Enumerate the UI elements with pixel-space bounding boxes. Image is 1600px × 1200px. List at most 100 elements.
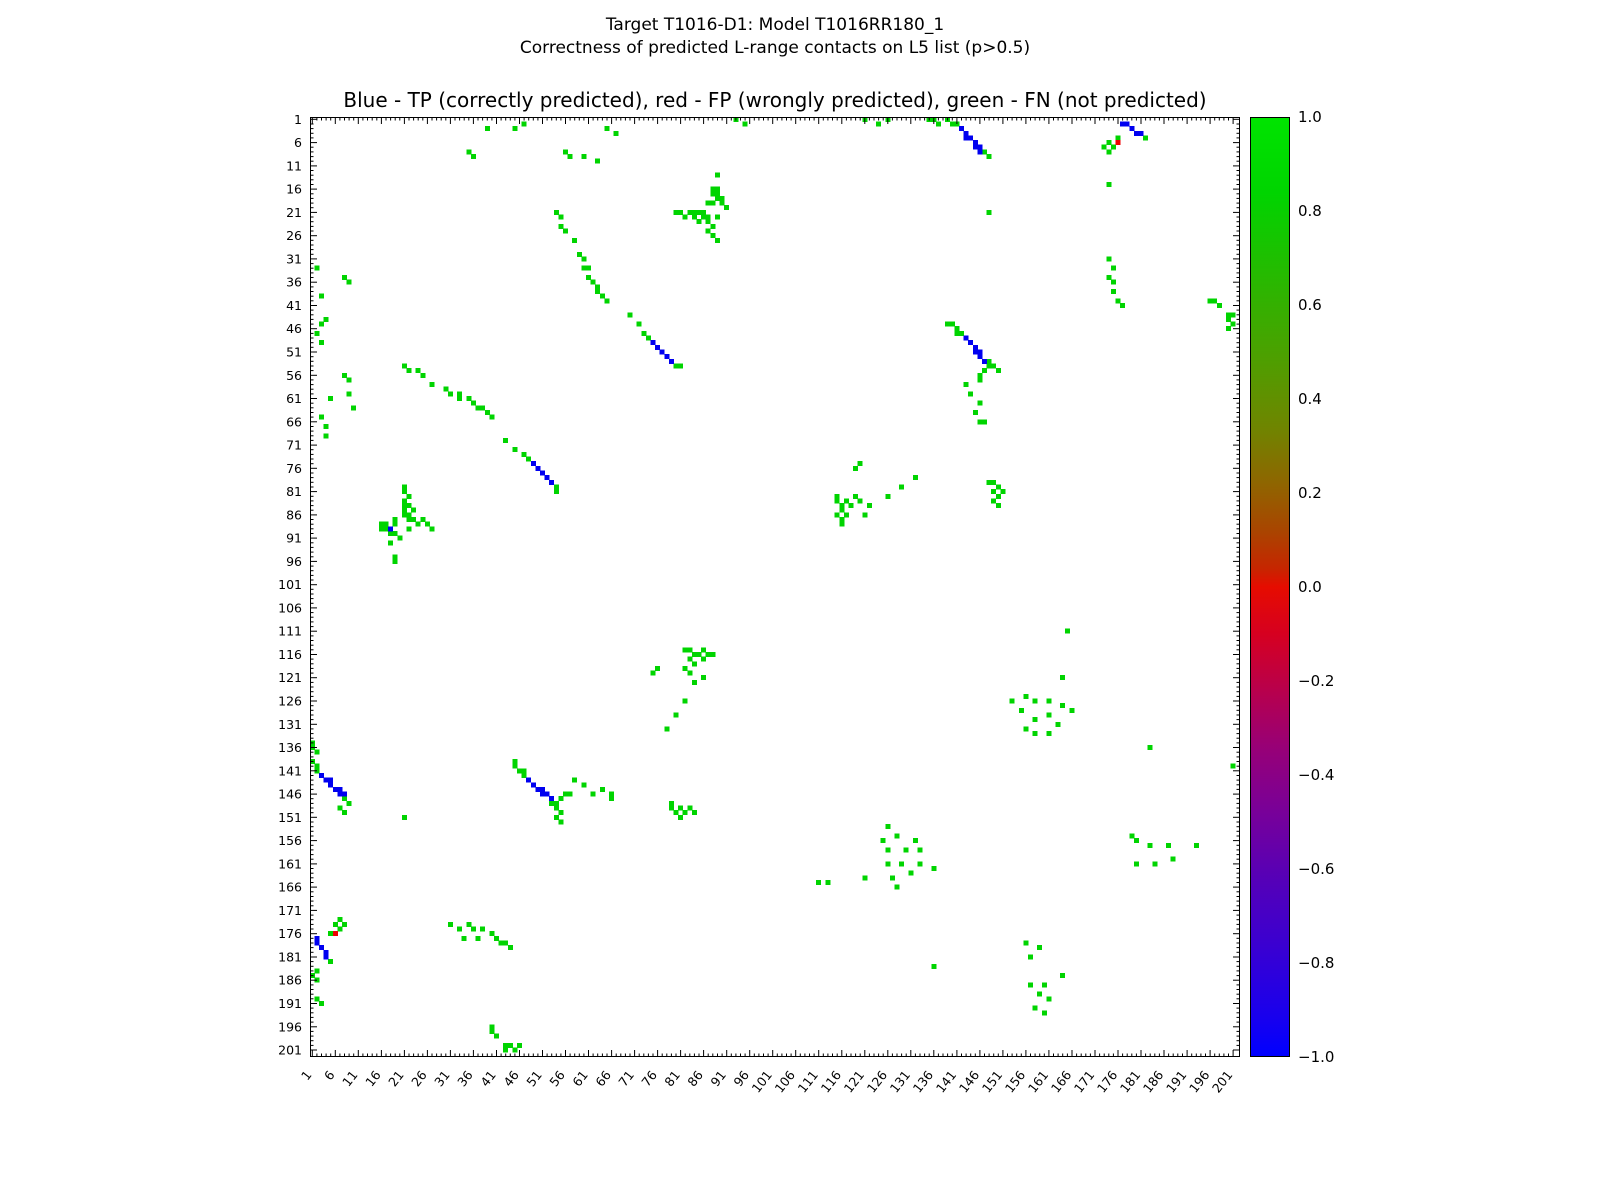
contact-point-n bbox=[839, 503, 845, 509]
contact-point-n bbox=[466, 149, 472, 155]
contact-point-n bbox=[558, 796, 564, 802]
contact-point-n bbox=[691, 652, 697, 657]
contact-point-n bbox=[563, 228, 568, 234]
contact-point-n bbox=[1046, 996, 1052, 1002]
contact-point-n bbox=[991, 489, 997, 495]
contact-point-n bbox=[517, 1042, 522, 1048]
contact-point-t bbox=[319, 945, 324, 951]
contact-point-n bbox=[816, 880, 822, 885]
contact-point-n bbox=[986, 479, 992, 485]
contact-point-n bbox=[696, 219, 702, 225]
contact-point-n bbox=[908, 870, 914, 876]
contact-point-n bbox=[1032, 717, 1038, 723]
contact-point-n bbox=[834, 512, 840, 518]
contact-point-n bbox=[853, 493, 859, 499]
contact-point-n bbox=[1032, 731, 1038, 737]
y-tick-label: 21 bbox=[286, 205, 302, 220]
contact-point-n bbox=[420, 372, 426, 378]
contact-point-n bbox=[645, 335, 651, 341]
y-tick-label: 201 bbox=[278, 1043, 302, 1058]
contact-point-n bbox=[678, 363, 684, 369]
contact-point-n bbox=[457, 926, 463, 932]
contact-point-n bbox=[710, 200, 716, 206]
contact-point-n bbox=[1110, 279, 1116, 285]
contact-point-t bbox=[655, 344, 661, 350]
contact-point-n bbox=[1166, 842, 1172, 848]
y-tick-label: 116 bbox=[278, 647, 302, 662]
contact-point-n bbox=[342, 921, 347, 927]
contact-point-n bbox=[982, 149, 987, 155]
contact-point-n bbox=[917, 861, 923, 867]
contact-point-n bbox=[885, 824, 891, 830]
contact-point-n bbox=[912, 475, 918, 481]
contact-point-n bbox=[1046, 712, 1052, 718]
contact-point-t bbox=[1129, 126, 1135, 132]
contact-point-n bbox=[968, 391, 974, 397]
contact-point-n bbox=[563, 149, 568, 155]
contact-point-n bbox=[834, 493, 840, 499]
contact-point-n bbox=[848, 503, 854, 509]
contact-point-n bbox=[682, 647, 688, 653]
contact-point-n bbox=[521, 773, 527, 778]
contact-point-n bbox=[553, 800, 559, 806]
contact-point-n bbox=[691, 214, 697, 220]
contact-point-n bbox=[461, 935, 467, 941]
contact-point-n bbox=[346, 377, 352, 383]
contact-point-n bbox=[323, 316, 329, 322]
contact-point-n bbox=[825, 880, 831, 885]
contact-point-n bbox=[982, 419, 987, 425]
contact-point-t bbox=[977, 144, 983, 150]
contact-point-n bbox=[935, 121, 941, 127]
contact-point-n bbox=[1055, 721, 1061, 727]
contact-point-n bbox=[314, 763, 320, 769]
contact-point-n bbox=[1110, 289, 1116, 294]
contact-map-plot: 1 6 11 16 21 26 31 36 41 46 51 56 61 66 71 76 81 86 91 96 10… bbox=[278, 112, 1240, 1096]
x-tick-label: 111 bbox=[795, 1068, 822, 1096]
contact-point-n bbox=[701, 209, 707, 215]
colorbar-gradient bbox=[1250, 117, 1290, 1057]
contact-point-n bbox=[655, 665, 661, 671]
contact-point-n bbox=[691, 661, 697, 667]
contact-point-n bbox=[995, 368, 1001, 374]
contact-point-n bbox=[484, 126, 490, 132]
x-tick-label: 181 bbox=[1117, 1068, 1144, 1096]
contact-point-n bbox=[954, 330, 960, 336]
contact-point-n bbox=[415, 521, 421, 527]
contact-point-n bbox=[314, 996, 320, 1002]
contact-point-n bbox=[691, 679, 697, 685]
contact-point-t bbox=[535, 786, 541, 792]
contact-point-n bbox=[346, 279, 352, 285]
contact-point-n bbox=[959, 330, 964, 336]
contact-point-n bbox=[392, 554, 398, 560]
contact-point-n bbox=[581, 265, 587, 271]
contact-point-n bbox=[1129, 833, 1135, 839]
contact-point-n bbox=[862, 512, 868, 518]
contact-point-t bbox=[328, 777, 334, 783]
contact-point-n bbox=[558, 810, 564, 816]
contact-point-n bbox=[1143, 135, 1149, 141]
contact-point-n bbox=[949, 321, 955, 327]
x-tick-label: 71 bbox=[615, 1068, 637, 1090]
contact-point-n bbox=[691, 209, 697, 215]
y-tick-label: 156 bbox=[278, 833, 302, 848]
contact-point-n bbox=[701, 675, 707, 681]
contact-point-n bbox=[1230, 321, 1236, 327]
contact-point-n bbox=[494, 935, 499, 941]
contact-point-n bbox=[687, 656, 693, 662]
x-tick-label: 171 bbox=[1071, 1068, 1098, 1096]
contact-point-n bbox=[319, 340, 324, 346]
x-tick-label: 121 bbox=[841, 1068, 868, 1096]
contact-point-n bbox=[319, 414, 324, 420]
contact-point-n bbox=[710, 191, 716, 197]
contact-point-n bbox=[553, 489, 559, 495]
contact-point-n bbox=[912, 838, 918, 844]
contact-point-t bbox=[977, 354, 983, 360]
contact-point-n bbox=[1115, 298, 1121, 304]
contact-point-n bbox=[687, 670, 693, 676]
contact-point-n bbox=[553, 805, 559, 811]
contact-point-n bbox=[1230, 312, 1236, 318]
contact-point-n bbox=[885, 847, 891, 853]
contact-point-n bbox=[1060, 703, 1066, 709]
x-tick-label: 166 bbox=[1048, 1068, 1075, 1096]
contact-point-n bbox=[549, 800, 555, 806]
